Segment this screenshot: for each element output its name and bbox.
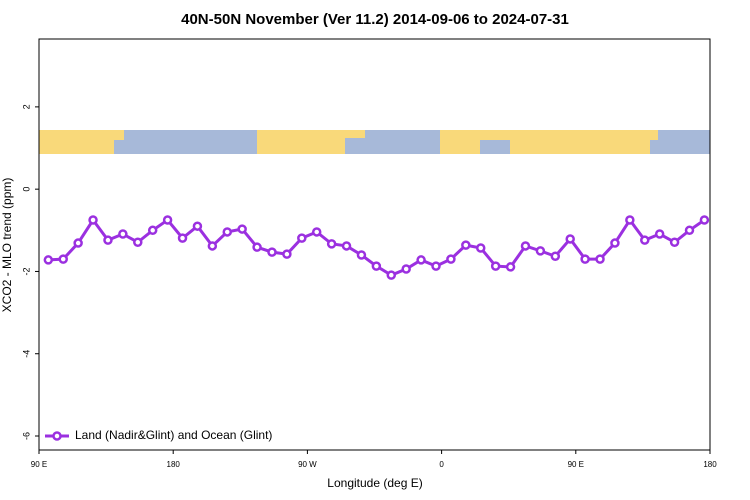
- data-point: [133, 237, 143, 247]
- plot-frame: [38, 38, 711, 451]
- data-point: [118, 229, 128, 239]
- data-point: [88, 215, 98, 225]
- y-tick-label: 2: [21, 104, 31, 109]
- data-point: [297, 233, 307, 243]
- x-tick-label: 180: [167, 460, 181, 469]
- x-tick-label: 90 E: [31, 460, 47, 469]
- data-point: [371, 261, 382, 271]
- data-point: [505, 262, 516, 272]
- data-point: [73, 238, 83, 248]
- data-point: [595, 254, 605, 264]
- data-point: [401, 264, 411, 274]
- data-point: [58, 254, 68, 264]
- legend-marker: [52, 431, 62, 441]
- x-axis-label: Longitude (deg E): [327, 476, 422, 490]
- data-point: [207, 241, 218, 251]
- data-point: [535, 246, 546, 256]
- chart-title: 40N-50N November (Ver 11.2) 2014-09-06 t…: [181, 11, 569, 28]
- data-point: [565, 234, 575, 244]
- data-point: [237, 224, 247, 234]
- data-point: [610, 238, 620, 248]
- data-point: [475, 243, 486, 253]
- map-strip: [39, 130, 710, 154]
- data-point: [192, 221, 203, 231]
- data-point: [520, 241, 531, 251]
- data-point: [416, 255, 426, 265]
- data-point: [267, 247, 277, 257]
- data-point: [386, 270, 397, 280]
- data-point: [177, 233, 188, 243]
- y-tick-label: -4: [21, 350, 31, 358]
- data-point: [103, 235, 113, 245]
- data-point: [625, 215, 635, 225]
- y-tick-label: -6: [21, 432, 31, 440]
- data-point: [580, 254, 590, 264]
- data-point: [461, 240, 471, 250]
- data-point: [43, 255, 54, 265]
- data-point: [669, 237, 680, 247]
- data-point: [252, 242, 262, 252]
- x-tick-label: 90 E: [568, 460, 584, 469]
- data-point: [550, 251, 561, 261]
- x-tick-label: 90 W: [298, 460, 317, 469]
- data-point: [431, 261, 441, 271]
- data-point: [684, 225, 695, 236]
- data-point: [490, 261, 501, 271]
- data-point: [356, 250, 367, 260]
- y-tick-label: -2: [21, 267, 31, 275]
- data-point: [147, 225, 158, 236]
- data-point: [654, 229, 665, 239]
- data-point: [162, 215, 173, 225]
- x-tick-label: 0: [439, 460, 444, 469]
- y-axis-label: XCO2 - MLO trend (ppm): [0, 178, 14, 313]
- legend-label: Land (Nadir&Glint) and Ocean (Glint): [75, 428, 272, 442]
- data-point: [311, 227, 322, 237]
- data-point: [326, 239, 337, 249]
- data-point: [446, 254, 456, 264]
- y-tick-label: 0: [21, 187, 31, 192]
- data-point: [640, 235, 650, 245]
- x-tick-label: 180: [703, 460, 717, 469]
- data-point: [341, 241, 352, 251]
- data-point: [699, 215, 710, 225]
- data-point: [282, 249, 292, 259]
- data-point: [222, 227, 233, 237]
